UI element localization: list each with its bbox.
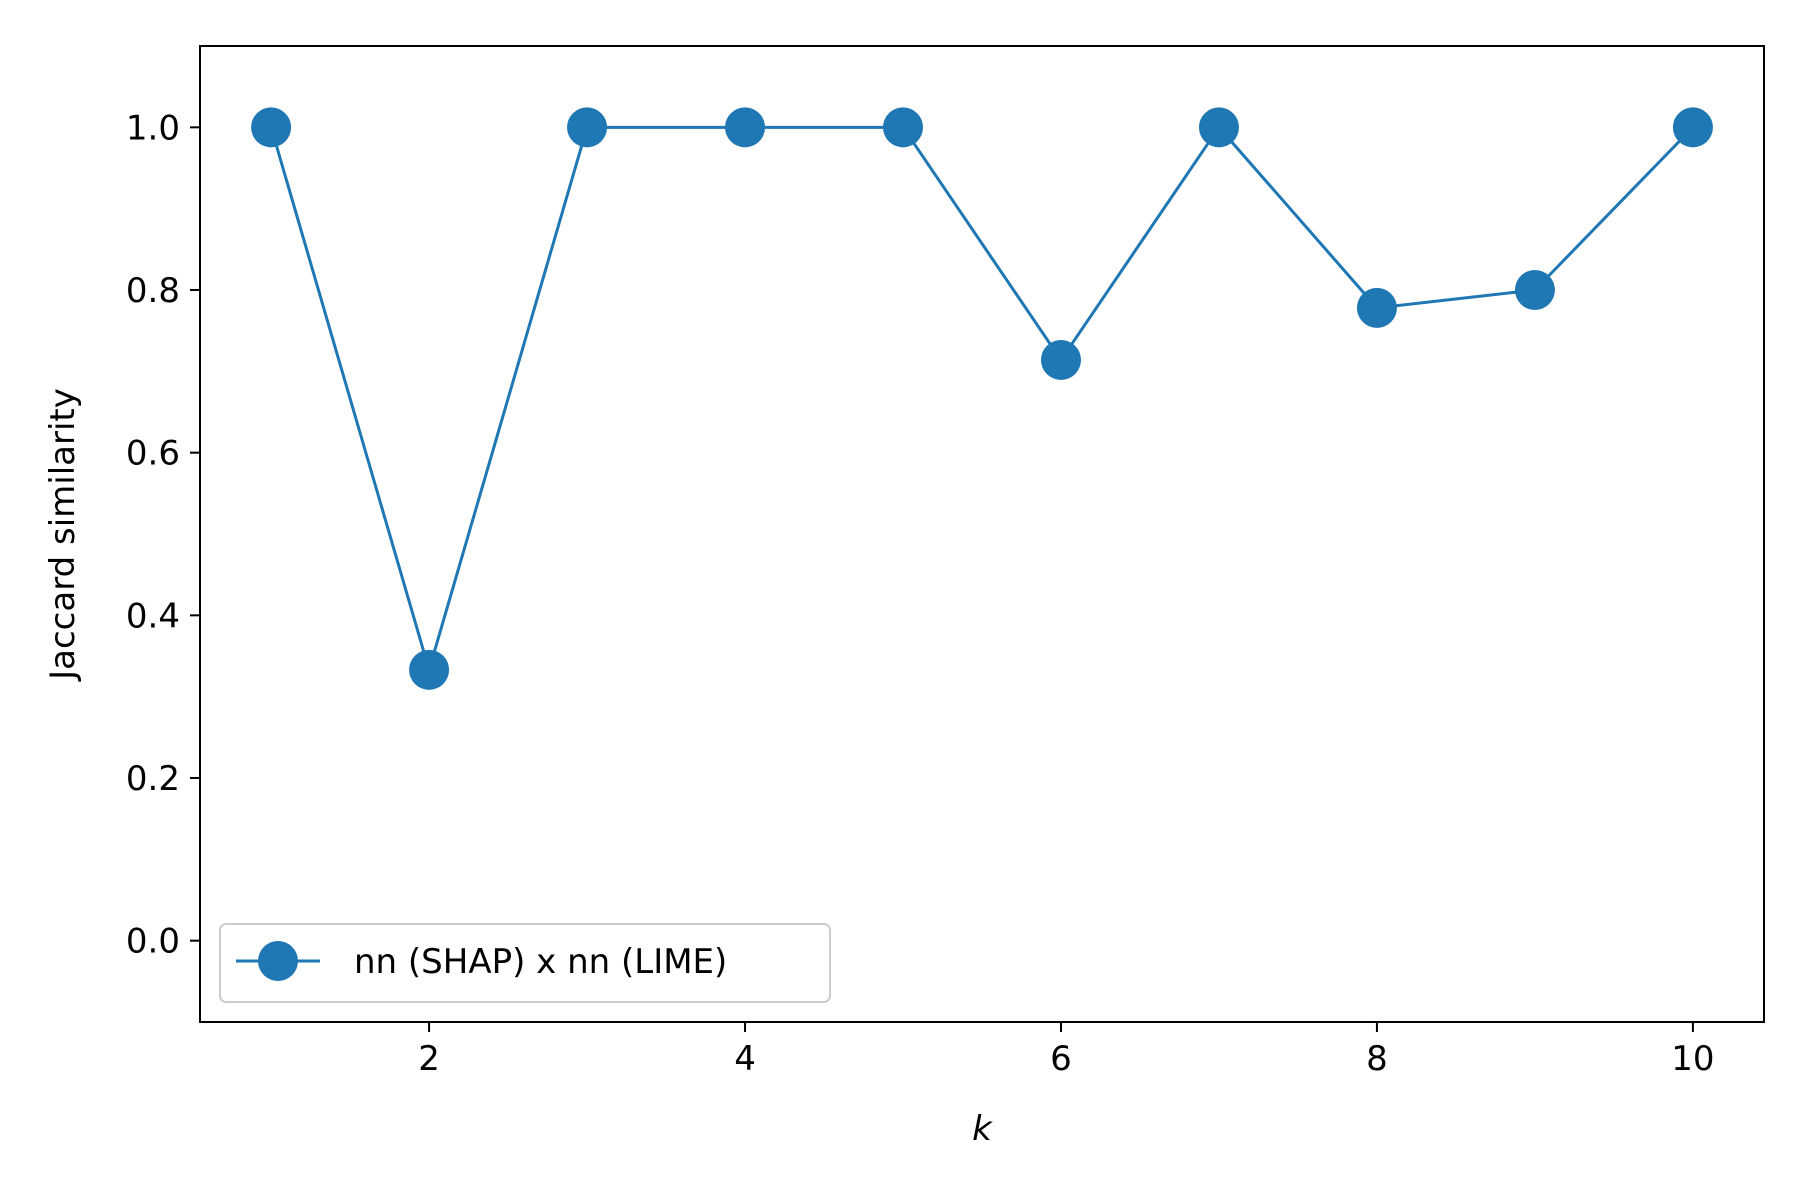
y-tick-label: 1.0 xyxy=(126,108,180,148)
x-axis-ticks: 2 4 6 8 10 xyxy=(418,1022,1715,1079)
x-tick-label: 2 xyxy=(418,1039,440,1079)
x-tick-label: 10 xyxy=(1671,1039,1714,1079)
x-tick-label: 4 xyxy=(734,1039,756,1079)
y-tick-label: 0.4 xyxy=(126,596,180,636)
y-axis-ticks: 0.0 0.2 0.4 0.6 0.8 1.0 xyxy=(126,108,200,962)
y-tick-label: 0.2 xyxy=(126,759,180,799)
data-point xyxy=(251,107,292,148)
legend-entry-label: nn (SHAP) x nn (LIME) xyxy=(354,942,727,982)
plot-area-background xyxy=(200,46,1764,1022)
data-point xyxy=(1040,339,1081,380)
y-tick-label: 0.8 xyxy=(126,271,180,311)
data-point xyxy=(1672,107,1713,148)
series-line xyxy=(269,125,1694,672)
data-point xyxy=(1198,107,1239,148)
data-point xyxy=(1514,270,1555,310)
x-tick-label: 8 xyxy=(1366,1039,1388,1079)
y-tick-label: 0.6 xyxy=(126,434,180,474)
legend: nn (SHAP) x nn (LIME) xyxy=(219,923,831,1003)
y-axis-label: Jaccard similarity xyxy=(43,388,83,682)
y-tick-label: 0.0 xyxy=(126,922,180,962)
legend-marker-swatch xyxy=(258,941,298,981)
data-point xyxy=(725,107,766,148)
data-point xyxy=(567,107,608,148)
x-tick-label: 6 xyxy=(1050,1039,1072,1079)
series-layer xyxy=(251,107,1713,690)
plot-frame xyxy=(199,45,1765,1023)
x-axis-label: k xyxy=(972,1109,993,1149)
data-point xyxy=(1356,287,1397,328)
data-point xyxy=(409,649,450,690)
data-point xyxy=(883,107,924,148)
legend-frame xyxy=(219,923,831,1003)
